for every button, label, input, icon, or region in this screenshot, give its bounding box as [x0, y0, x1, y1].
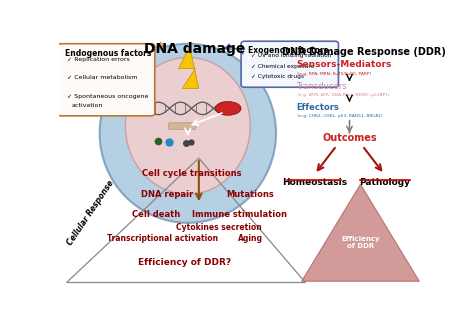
Polygon shape	[179, 46, 199, 89]
Polygon shape	[301, 184, 419, 281]
Text: Cellular Response: Cellular Response	[65, 179, 116, 247]
Text: activation: activation	[72, 103, 103, 109]
Text: Efficiency of DDR?: Efficiency of DDR?	[137, 258, 231, 267]
Text: Transducers: Transducers	[296, 82, 347, 91]
Text: ✓ Chemical exposure: ✓ Chemical exposure	[251, 64, 314, 68]
Text: Transcriptional activation: Transcriptional activation	[107, 234, 218, 244]
Text: Cell cycle transitions: Cell cycle transitions	[142, 169, 241, 178]
Text: ✓ Cytotoxic drugs: ✓ Cytotoxic drugs	[251, 74, 304, 79]
Text: Pathology: Pathology	[359, 178, 410, 187]
Text: Immune stimulation: Immune stimulation	[192, 210, 287, 219]
Text: (e.g. RPA, MRN, Ku70/Ku80, PARP): (e.g. RPA, MRN, Ku70/Ku80, PARP)	[296, 72, 371, 76]
Text: Sensors-Mediators: Sensors-Mediators	[296, 60, 392, 69]
Ellipse shape	[125, 57, 250, 194]
FancyBboxPatch shape	[169, 123, 196, 129]
Text: ✓ Cellular metabolism: ✓ Cellular metabolism	[67, 75, 138, 80]
Text: Homeostasis: Homeostasis	[282, 178, 347, 187]
Text: Outcomes: Outcomes	[322, 133, 377, 143]
Text: Efficiency
of DDR: Efficiency of DDR	[341, 236, 380, 249]
Text: Aging: Aging	[238, 234, 263, 244]
FancyBboxPatch shape	[241, 41, 338, 87]
Text: Endogenous factors: Endogenous factors	[65, 49, 151, 58]
Text: Cytokines secretion: Cytokines secretion	[176, 223, 262, 232]
Text: DNA damage: DNA damage	[145, 43, 246, 57]
Text: (e.g. ATM, ATR, DNA-PKcs, NEMO, p53BP1): (e.g. ATM, ATR, DNA-PKcs, NEMO, p53BP1)	[296, 93, 390, 97]
Text: Effectors: Effectors	[296, 103, 339, 112]
Text: ✓ UV and ionizing radiation: ✓ UV and ionizing radiation	[251, 53, 331, 58]
Ellipse shape	[100, 44, 276, 223]
Ellipse shape	[215, 101, 241, 115]
Text: ✓ Replication errors: ✓ Replication errors	[67, 57, 130, 62]
Text: ✓ Spontaneous oncogene: ✓ Spontaneous oncogene	[67, 94, 149, 99]
Text: Cell death: Cell death	[132, 210, 181, 219]
FancyBboxPatch shape	[57, 44, 155, 116]
Text: (e.g. CHK2, CHK1, p53, RAD51, BRCA1): (e.g. CHK2, CHK1, p53, RAD51, BRCA1)	[296, 114, 383, 118]
Text: DNA Damage Response (DDR): DNA Damage Response (DDR)	[282, 47, 446, 57]
Text: Mutations: Mutations	[227, 190, 274, 199]
Text: Exogenous factors: Exogenous factors	[248, 46, 328, 55]
Text: DNA repair: DNA repair	[142, 190, 194, 199]
